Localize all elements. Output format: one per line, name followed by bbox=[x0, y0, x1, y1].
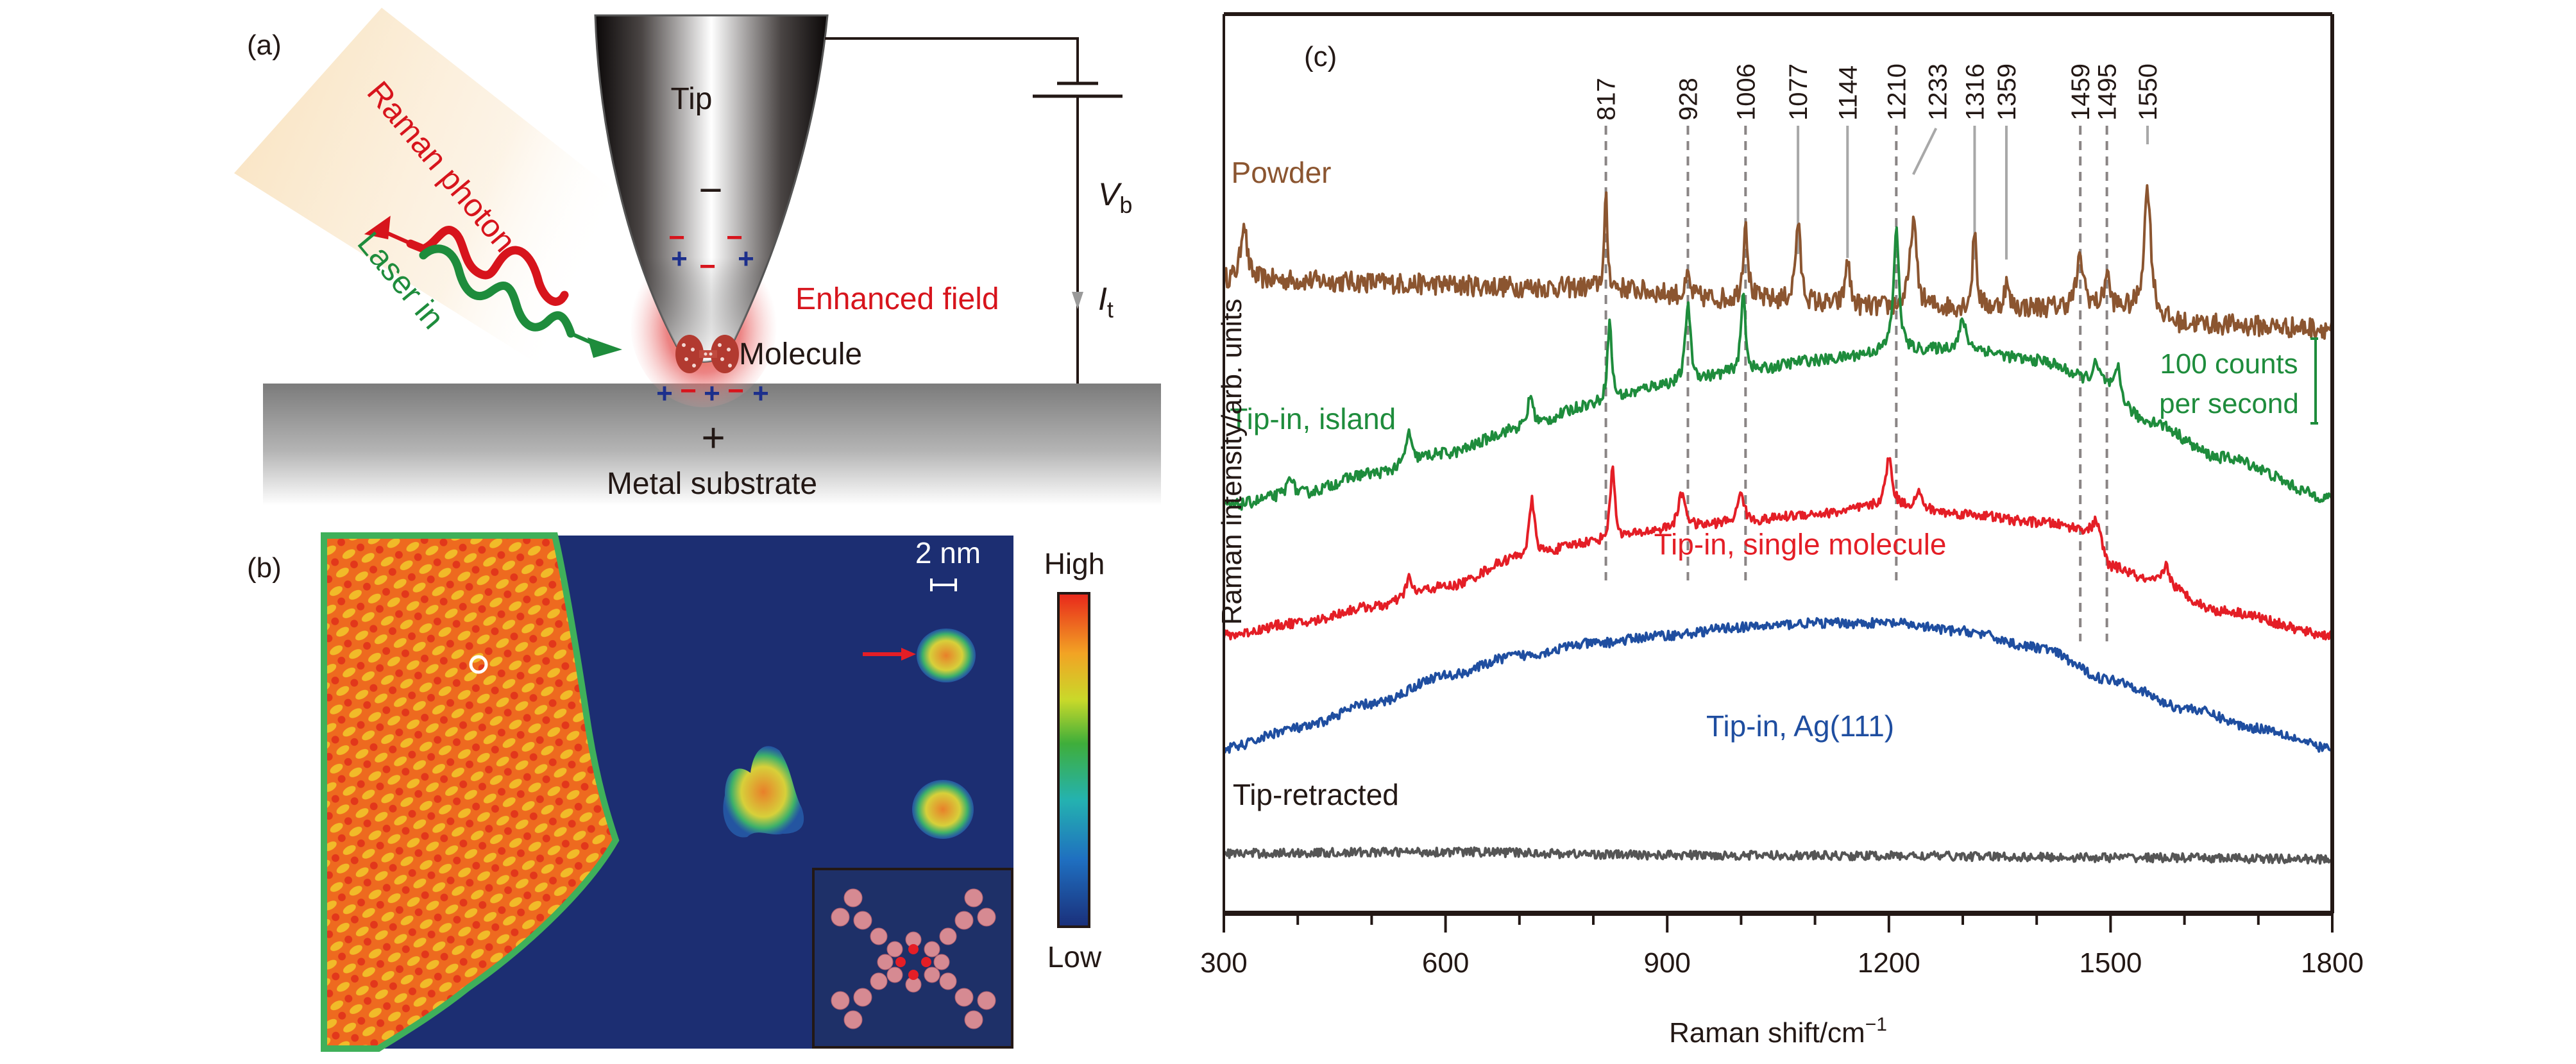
colorbar-high-label: High bbox=[1044, 547, 1105, 580]
molecule-label: Molecule bbox=[739, 337, 862, 371]
peak-label: 1550 bbox=[2134, 63, 2162, 121]
peak-label: 1077 bbox=[1784, 63, 1813, 121]
svg-text:−: − bbox=[668, 222, 685, 253]
tip-apex-charges: − − + + − bbox=[668, 222, 754, 282]
x-tick-label: 900 bbox=[1643, 947, 1690, 979]
peak-label: 1316 bbox=[1961, 63, 1989, 121]
colorbar bbox=[1057, 592, 1090, 928]
spectra-series bbox=[1223, 184, 2334, 865]
peak-label: 1210 bbox=[1883, 63, 1911, 121]
spectrum-line-tip-in-island bbox=[1223, 226, 2334, 511]
tip-schematic-svg: (a) Tip − Raman photon Laser in Enhanced… bbox=[234, 8, 1161, 505]
svg-text:−: − bbox=[680, 375, 697, 407]
tunnel-current-label: It bbox=[1098, 281, 1114, 323]
spectrum-line-tip-retracted bbox=[1223, 846, 2334, 865]
single-molecule bbox=[912, 780, 974, 839]
series-label: Powder bbox=[1232, 156, 1332, 189]
x-tick-label: 1500 bbox=[2079, 947, 2142, 979]
x-tick-label: 600 bbox=[1422, 947, 1469, 979]
peak-label: 1006 bbox=[1732, 63, 1760, 121]
scale-bar bbox=[930, 578, 957, 591]
x-tick-label: 300 bbox=[1200, 947, 1247, 979]
peak-label: 817 bbox=[1593, 78, 1621, 121]
spectrum-line-tip-in-single-molecule bbox=[1223, 457, 2334, 641]
svg-text:−: − bbox=[726, 222, 743, 253]
spectrum-line-powder bbox=[1223, 184, 2334, 340]
panel-a-label: (a) bbox=[247, 30, 282, 61]
svg-text:+: + bbox=[752, 378, 769, 409]
x-tick-label: 1200 bbox=[1858, 947, 1920, 979]
peak-label: 928 bbox=[1674, 78, 1702, 121]
substrate-surface-charges: + − + − + bbox=[656, 375, 769, 409]
substrate-label: Metal substrate bbox=[607, 467, 817, 501]
scale-bar-label: 2 nm bbox=[915, 536, 981, 570]
scale-bar-shape bbox=[2310, 337, 2318, 425]
laser-in-wave bbox=[419, 244, 575, 338]
svg-text:−: − bbox=[727, 375, 744, 407]
scale-bar-label-line1: 100 counts bbox=[2160, 348, 2298, 380]
svg-text:−: − bbox=[699, 251, 716, 282]
peak-label: 1144 bbox=[1834, 65, 1862, 121]
peak-label: 1459 bbox=[2067, 63, 2095, 121]
panel-b-stm-image: (b) 2 nm bbox=[0, 526, 1206, 1061]
x-axis-label: Raman shift/cm−1 bbox=[1669, 1014, 1887, 1049]
peak-marker-line bbox=[1912, 128, 1938, 175]
y-axis-label: Raman intensity/arb. units bbox=[1216, 299, 1248, 625]
stm-image-svg: (b) 2 nm bbox=[247, 532, 1105, 1052]
svg-text:+: + bbox=[738, 243, 754, 274]
tip-charge: − bbox=[699, 167, 722, 213]
svg-text:+: + bbox=[704, 378, 720, 409]
peak-label: 1495 bbox=[2094, 63, 2122, 121]
enhanced-field-label: Enhanced field bbox=[795, 282, 999, 316]
molecular-island bbox=[321, 532, 620, 1052]
panel-b-label: (b) bbox=[247, 552, 282, 584]
peak-label: 1233 bbox=[1924, 63, 1952, 121]
chart-axes: 300 600 900 1200 1500 1800 bbox=[1200, 12, 2364, 979]
scale-bar-100-counts: 100 counts per second bbox=[2159, 337, 2318, 425]
scale-bar-label-line2: per second bbox=[2159, 388, 2299, 419]
series-label: Tip-in, single molecule bbox=[1654, 528, 1947, 561]
panel-a-tip-schematic: (a) Tip − Raman photon Laser in Enhanced… bbox=[0, 0, 1206, 526]
x-tick-label: 1800 bbox=[2301, 947, 2364, 979]
peak-label: 1359 bbox=[1993, 63, 2021, 121]
molecule-cluster bbox=[723, 746, 804, 838]
molecule-model-icon bbox=[675, 335, 739, 373]
single-molecule-target bbox=[917, 629, 976, 682]
spectrum-line-tip-in-ag-111- bbox=[1223, 617, 2334, 754]
panel-c-label: (c) bbox=[1304, 41, 1337, 72]
current-arrow-icon bbox=[1072, 292, 1083, 309]
series-labels: 817 928 1006 1077 1144 1210 1233 1316 1359 145914… bbox=[1230, 63, 2162, 811]
laser-in-arrowhead-icon bbox=[588, 337, 622, 358]
svg-text:+: + bbox=[656, 378, 673, 409]
tip-position-marker bbox=[469, 655, 488, 674]
raman-photon-wave bbox=[406, 226, 569, 306]
series-label: Tip-in, island bbox=[1230, 402, 1396, 435]
svg-text:+: + bbox=[671, 243, 688, 274]
tip-label: Tip bbox=[671, 82, 713, 116]
circuit-wire bbox=[825, 37, 1079, 83]
series-label: Tip-retracted bbox=[1233, 778, 1399, 811]
colorbar-low-label: Low bbox=[1047, 940, 1102, 974]
bias-voltage-label: Vb bbox=[1098, 176, 1132, 218]
substrate-charge: + bbox=[701, 414, 725, 460]
peak-marker-lines bbox=[1604, 126, 2149, 641]
molecule-structure-inset bbox=[812, 868, 1013, 1049]
series-label: Tip-in, Ag(111) bbox=[1706, 709, 1894, 743]
